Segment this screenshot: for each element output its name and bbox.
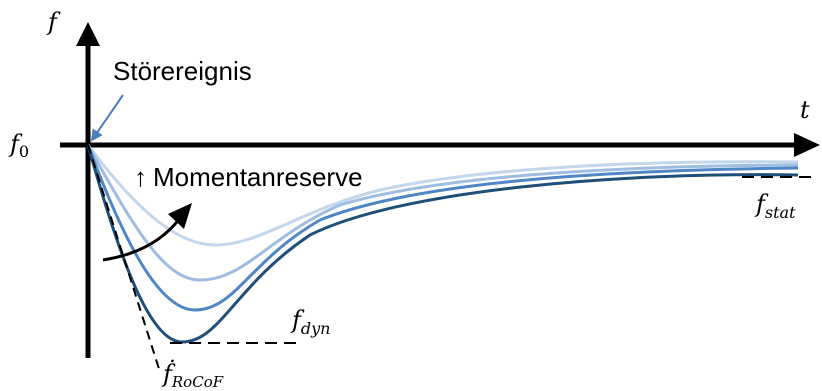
y-axis-label: f: [46, 8, 61, 36]
rocof-label: ḟRoCoF: [161, 359, 224, 391]
event-label: Störereignis: [113, 56, 252, 86]
rocof-subscript: RoCoF: [171, 373, 224, 391]
up-arrow-glyph: ↑: [134, 162, 147, 192]
fstat-label: fstat: [754, 190, 796, 222]
y-axis-arrowhead: [76, 22, 100, 46]
curve-dark: [86, 144, 799, 344]
fstat-subscript: stat: [765, 203, 796, 222]
curve-lightest: [86, 144, 799, 247]
inertia-arrowhead: [168, 203, 192, 229]
fdyn-label: fdyn: [290, 306, 330, 338]
inertia-label: ↑ Momentanreserve: [134, 162, 363, 192]
x-axis-arrowhead: [794, 133, 820, 157]
inertia-curved-arrow: [102, 217, 182, 262]
rocof-tangent-line: [87, 144, 161, 373]
f0-label: f0: [8, 130, 29, 161]
curve-light: [86, 144, 799, 282]
fdyn-subscript: dyn: [301, 319, 331, 338]
f0-subscript: 0: [19, 142, 29, 161]
event-pointer-arrow: [90, 94, 124, 142]
curve-mid: [86, 144, 799, 312]
x-axis-label: t: [800, 96, 810, 124]
